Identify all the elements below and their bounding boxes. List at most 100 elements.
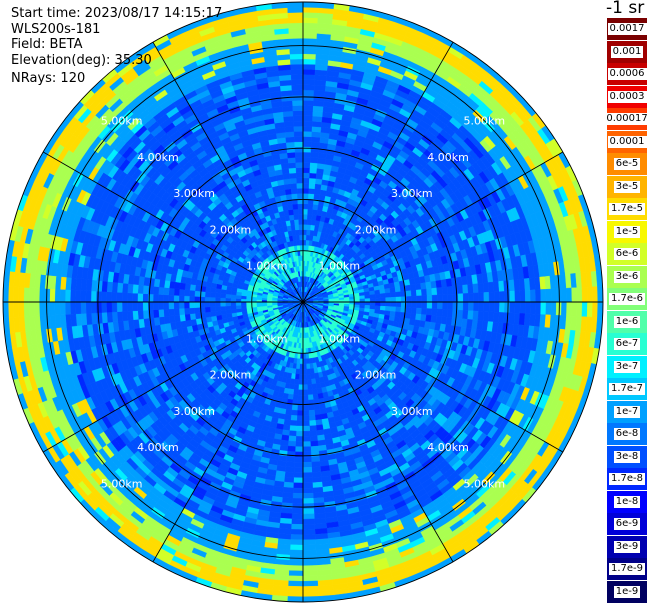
data-cell: [183, 295, 190, 303]
data-cell: [302, 120, 313, 127]
data-cell: [291, 193, 298, 200]
data-cell: [285, 461, 295, 468]
data-cell: [95, 290, 102, 303]
data-cell: [302, 167, 311, 174]
data-cell: [302, 172, 311, 179]
data-cell: [306, 378, 312, 385]
data-cell: [209, 301, 216, 308]
data-cell: [157, 301, 164, 310]
data-cell: [513, 279, 521, 292]
data-cell: [296, 182, 304, 189]
data-cell: [364, 294, 371, 300]
data-cell: [288, 167, 297, 174]
data-cell: [225, 293, 232, 299]
data-cell: [437, 301, 443, 310]
data-cell: [467, 310, 474, 321]
data-cell: [457, 309, 464, 320]
data-cell: [302, 363, 307, 370]
data-cell: [310, 151, 319, 159]
data-cell: [188, 301, 195, 309]
data-cell: [285, 141, 296, 148]
data-cell: [313, 497, 325, 504]
data-cell: [395, 306, 402, 313]
data-cell: [296, 420, 304, 427]
data-cell: [302, 84, 315, 91]
data-cell: [369, 301, 376, 307]
data-cell: [441, 286, 448, 295]
data-cell: [311, 461, 321, 468]
data-cell: [111, 281, 119, 293]
data-cell: [302, 193, 309, 199]
data-cell: [302, 224, 308, 230]
data-cell: [313, 512, 326, 520]
data-cell: [415, 307, 423, 315]
data-cell: [284, 466, 295, 473]
data-cell: [307, 384, 313, 391]
data-cell: [302, 218, 308, 225]
data-cell: [137, 284, 144, 294]
data-cell: [295, 162, 304, 168]
data-cell: [106, 311, 113, 323]
data-cell: [312, 492, 324, 499]
data-cell: [343, 296, 350, 301]
data-cell: [375, 301, 381, 307]
data-cell: [405, 290, 412, 297]
data-cell: [302, 146, 312, 153]
data-cell: [374, 289, 381, 295]
data-cell: [309, 430, 318, 437]
data-cell: [163, 308, 170, 317]
data-cell: [280, 512, 293, 520]
data-cell: [209, 292, 216, 298]
data-cell: [306, 368, 311, 375]
data-cell: [286, 450, 296, 458]
data-cell: [184, 283, 191, 291]
data-cell: [173, 294, 180, 303]
data-cell: [302, 368, 308, 375]
data-cell: [302, 151, 312, 158]
data-cell: [292, 100, 304, 106]
data-cell: [451, 285, 459, 295]
data-cell: [289, 219, 296, 226]
data-cell: [90, 301, 97, 314]
data-cell: [240, 298, 247, 303]
data-cell: [296, 244, 301, 251]
data-cell: [291, 94, 304, 101]
data-cell: [473, 301, 480, 312]
data-cell: [302, 384, 308, 391]
data-cell: [298, 218, 304, 225]
data-cell: [462, 284, 469, 294]
data-cell: [313, 403, 321, 411]
data-cell: [173, 308, 180, 316]
data-cell: [446, 286, 454, 295]
data-cell: [436, 308, 443, 317]
data-cell: [302, 136, 312, 143]
data-cell: [302, 353, 307, 360]
data-cell: [210, 310, 217, 317]
data-cell: [302, 394, 309, 401]
data-cell: [283, 481, 294, 489]
data-cell: [503, 280, 510, 292]
data-cell: [111, 301, 118, 313]
data-cell: [292, 498, 304, 504]
data-cell: [294, 146, 304, 153]
data-cell: [359, 295, 366, 300]
data-cell: [302, 115, 313, 122]
data-cell: [219, 301, 226, 307]
data-cell: [307, 394, 314, 401]
data-cell: [293, 125, 304, 132]
data-cell: [132, 301, 138, 312]
data-cell: [288, 162, 297, 169]
data-cell: [447, 301, 454, 311]
data-cell: [504, 290, 511, 303]
data-cell: [287, 151, 296, 159]
data-cell: [364, 298, 371, 303]
data-cell: [289, 425, 297, 432]
data-cell: [290, 188, 298, 195]
data-cell: [488, 291, 495, 303]
data-cell: [194, 307, 201, 314]
data-cell: [302, 436, 311, 442]
data-cell: [291, 503, 304, 510]
data-cell: [302, 239, 307, 246]
data-cell: [314, 188, 322, 195]
